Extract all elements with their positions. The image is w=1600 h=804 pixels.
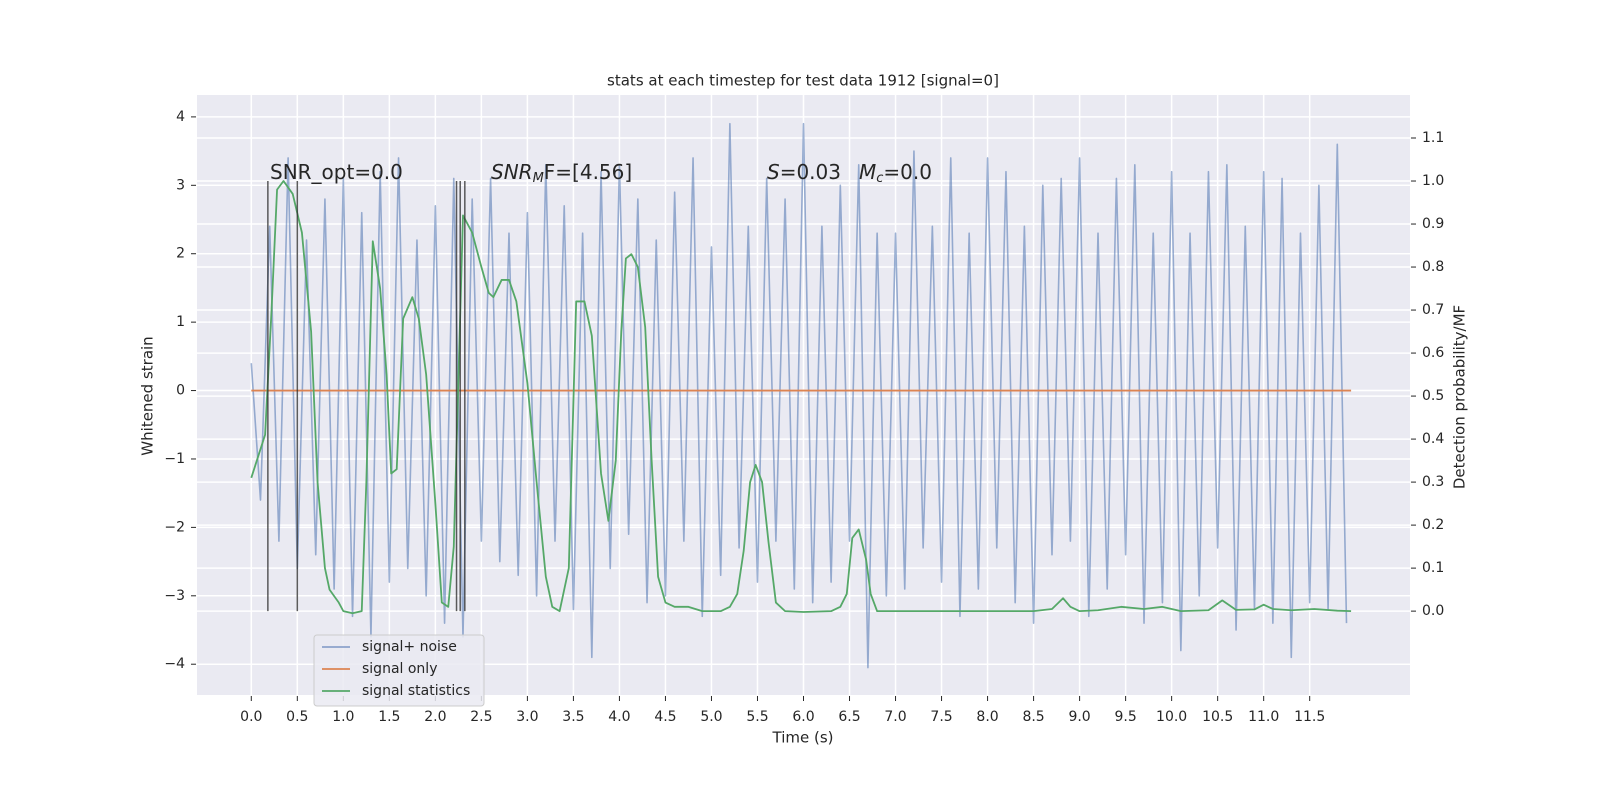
y-tick-label: 4 xyxy=(176,109,185,125)
marks xyxy=(250,122,1352,669)
x-tick-label: 3.5 xyxy=(562,709,584,725)
y2-tick-label: 0.4 xyxy=(1422,431,1444,447)
x-tick-label: 7.5 xyxy=(930,709,952,725)
y2-tick-label: 0.5 xyxy=(1422,388,1444,404)
y2-tick-label: 0.2 xyxy=(1422,517,1444,533)
annotation-part: SNR xyxy=(491,160,533,184)
y-tick-label: 0 xyxy=(176,383,185,399)
y2-tick-label: 0.3 xyxy=(1422,474,1444,490)
y-tick-label: 2 xyxy=(176,246,185,262)
y2-tick-label: 1.0 xyxy=(1422,173,1444,189)
y2-tick-label: 0.0 xyxy=(1422,603,1444,619)
x-tick-label: 6.5 xyxy=(838,709,860,725)
legend-label: signal statistics xyxy=(362,683,470,699)
x-tick-label: 0.0 xyxy=(240,709,262,725)
annotation-part: c xyxy=(876,171,883,186)
y2-tick-label: 0.7 xyxy=(1422,302,1444,318)
x-tick-label: 2.5 xyxy=(470,709,492,725)
series-line xyxy=(250,180,1352,615)
x-tick-label: 7.0 xyxy=(884,709,906,725)
legend-box xyxy=(313,634,485,707)
y-tick-label: −4 xyxy=(164,656,185,672)
annotation-part: =0.03 xyxy=(780,160,841,184)
annotation: SNRMF=[4.56] xyxy=(491,160,632,186)
legend-label: signal+ noise xyxy=(362,639,457,655)
annotation: S=0.03 xyxy=(767,160,841,184)
x-tick-label: 8.5 xyxy=(1022,709,1044,725)
annotation-part: M xyxy=(533,171,544,186)
y2-tick-label: 0.8 xyxy=(1422,259,1444,275)
y-tick-label: 3 xyxy=(176,177,185,193)
annotation-part: =0.0 xyxy=(883,160,932,184)
annotation: SNR_opt=0.0 xyxy=(270,160,403,184)
annotation-part: S xyxy=(767,160,780,184)
y-tick-label: 1 xyxy=(176,314,185,330)
annotation-part: M xyxy=(859,160,876,184)
y2-tick-label: 0.6 xyxy=(1422,345,1444,361)
legend: signal+ noise signal only signal statistic… xyxy=(313,634,485,707)
x-tick-label: 5.5 xyxy=(746,709,768,725)
annotation-part: SNR_opt=0.0 xyxy=(270,160,403,184)
x-tick-label: 2.0 xyxy=(424,709,446,725)
x-tick-label: 4.5 xyxy=(654,709,676,725)
x-tick-label: 4.0 xyxy=(608,709,630,725)
x-tick-label: 10.5 xyxy=(1202,709,1233,725)
x-tick-label: 9.5 xyxy=(1114,709,1136,725)
x-tick-label: 1.5 xyxy=(378,709,400,725)
y-tick-label: −2 xyxy=(164,519,185,535)
x-tick-label: 10.0 xyxy=(1156,709,1187,725)
annotation: Mc=0.0 xyxy=(859,160,932,186)
x-tick-label: 5.0 xyxy=(700,709,722,725)
x-tick-label: 3.0 xyxy=(516,709,538,725)
x-axis-label: Time (s) xyxy=(772,729,834,747)
x-tick-label: 9.0 xyxy=(1068,709,1090,725)
chart-title: stats at each timestep for test data 191… xyxy=(607,72,999,90)
y2-axis-label: Detection probability/MF xyxy=(1451,305,1469,489)
legend-label: signal only xyxy=(362,661,437,677)
y-tick-label: −3 xyxy=(164,588,185,604)
y-axis-label: Whitened strain xyxy=(139,336,157,455)
x-tick-label: 11.5 xyxy=(1294,709,1325,725)
series-line xyxy=(250,122,1348,669)
x-tick-label: 8.0 xyxy=(976,709,998,725)
y-tick-label: −1 xyxy=(164,451,185,467)
y2-tick-label: 0.1 xyxy=(1422,560,1444,576)
annotation-part: F=[4.56] xyxy=(544,160,632,184)
x-tick-label: 1.0 xyxy=(332,709,354,725)
y2-tick-label: 0.9 xyxy=(1422,216,1444,232)
x-tick-label: 0.5 xyxy=(286,709,308,725)
y2-tick-label: 1.1 xyxy=(1422,130,1444,146)
x-tick-label: 6.0 xyxy=(792,709,814,725)
x-tick-label: 11.0 xyxy=(1248,709,1279,725)
